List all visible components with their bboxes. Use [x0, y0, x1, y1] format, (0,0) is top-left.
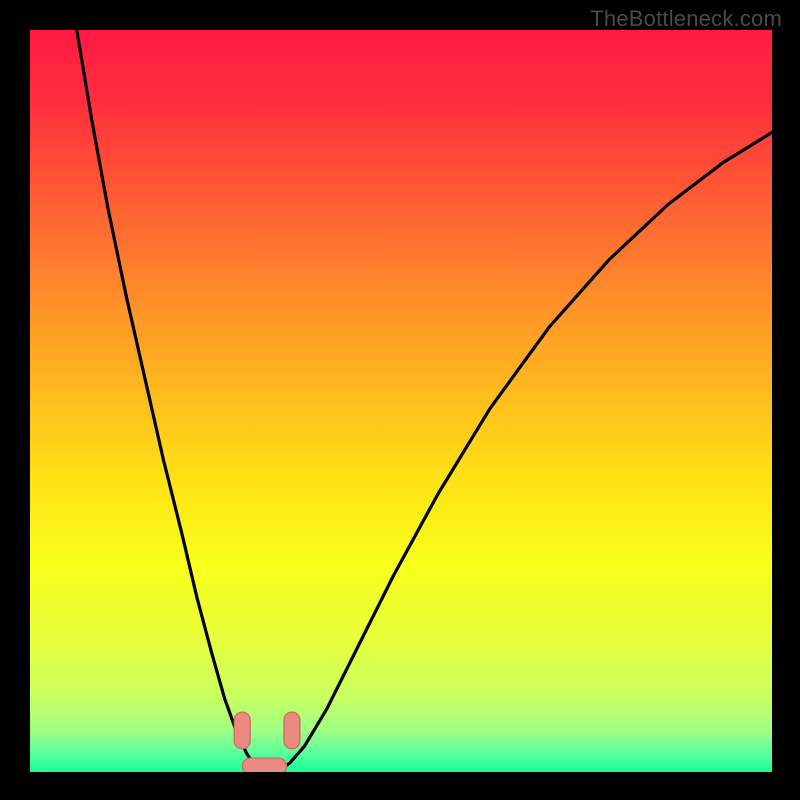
curve-left-branch: [77, 30, 266, 772]
watermark-text: TheBottleneck.com: [590, 6, 782, 32]
marker-0: [234, 712, 250, 749]
marker-2: [242, 758, 286, 772]
plot-area: [30, 30, 772, 772]
curve-layer: [30, 30, 772, 772]
curve-right-branch: [266, 132, 772, 772]
chart-container: TheBottleneck.com: [0, 0, 800, 800]
marker-1: [284, 712, 300, 749]
